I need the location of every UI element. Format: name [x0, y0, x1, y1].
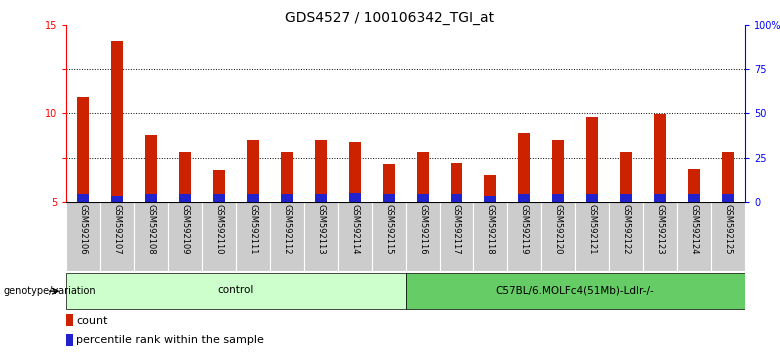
Bar: [406, 202, 440, 271]
Bar: [677, 202, 711, 271]
Text: control: control: [218, 285, 254, 295]
Bar: [654, 114, 666, 202]
Text: GSM592110: GSM592110: [215, 204, 224, 255]
Bar: [711, 202, 745, 271]
Bar: [371, 202, 406, 271]
Bar: [66, 202, 101, 271]
Text: GSM592115: GSM592115: [384, 204, 393, 255]
Bar: [145, 194, 157, 202]
Bar: [609, 202, 643, 271]
Bar: [112, 41, 123, 202]
Bar: [576, 202, 609, 271]
Text: count: count: [76, 316, 108, 326]
Bar: [281, 194, 292, 202]
Bar: [507, 202, 541, 271]
Text: GSM592121: GSM592121: [587, 204, 597, 255]
Bar: [383, 194, 395, 202]
Text: percentile rank within the sample: percentile rank within the sample: [76, 335, 264, 345]
Text: GSM592116: GSM592116: [418, 204, 427, 255]
Text: GDS4527 / 100106342_TGI_at: GDS4527 / 100106342_TGI_at: [285, 11, 495, 25]
Bar: [473, 202, 508, 271]
Bar: [66, 333, 73, 346]
Text: GSM592124: GSM592124: [690, 204, 699, 255]
Bar: [236, 202, 270, 271]
Bar: [66, 273, 406, 309]
Bar: [304, 202, 338, 271]
Text: GSM592107: GSM592107: [112, 204, 122, 255]
Text: GSM592109: GSM592109: [180, 204, 190, 255]
Bar: [688, 169, 700, 202]
Bar: [213, 194, 225, 202]
Bar: [451, 194, 463, 202]
Bar: [620, 152, 632, 202]
Text: GSM592112: GSM592112: [282, 204, 292, 255]
Bar: [247, 140, 259, 202]
Bar: [519, 194, 530, 202]
Bar: [213, 170, 225, 202]
Text: GSM592125: GSM592125: [723, 204, 732, 255]
Bar: [587, 194, 598, 202]
Bar: [722, 152, 734, 202]
Bar: [587, 117, 598, 202]
Bar: [349, 193, 360, 202]
Text: GSM592122: GSM592122: [622, 204, 631, 255]
Text: GSM592118: GSM592118: [486, 204, 495, 255]
Bar: [179, 152, 191, 202]
Bar: [77, 194, 89, 202]
Bar: [484, 196, 496, 202]
Bar: [179, 194, 191, 202]
Bar: [202, 202, 236, 271]
Bar: [315, 194, 327, 202]
Bar: [349, 142, 360, 202]
Bar: [338, 202, 372, 271]
Text: GSM592117: GSM592117: [452, 204, 461, 255]
Bar: [643, 202, 677, 271]
Bar: [77, 97, 89, 202]
Bar: [688, 194, 700, 202]
Bar: [281, 152, 292, 202]
Bar: [552, 140, 564, 202]
Bar: [406, 273, 745, 309]
Bar: [417, 152, 428, 202]
Bar: [620, 194, 632, 202]
Text: GSM592119: GSM592119: [519, 204, 529, 255]
Text: GSM592111: GSM592111: [248, 204, 257, 255]
Bar: [654, 194, 666, 202]
Text: GSM592123: GSM592123: [655, 204, 665, 255]
Bar: [519, 133, 530, 202]
Bar: [134, 202, 168, 271]
Bar: [383, 164, 395, 202]
Bar: [145, 135, 157, 202]
Bar: [168, 202, 202, 271]
Text: GSM592114: GSM592114: [350, 204, 360, 255]
Bar: [112, 195, 123, 202]
Bar: [417, 194, 428, 202]
Bar: [541, 202, 576, 271]
Bar: [451, 163, 463, 202]
Text: GSM592120: GSM592120: [554, 204, 563, 255]
Bar: [101, 202, 134, 271]
Text: genotype/variation: genotype/variation: [4, 286, 97, 296]
Bar: [247, 194, 259, 202]
Bar: [315, 140, 327, 202]
Bar: [484, 175, 496, 202]
Bar: [440, 202, 473, 271]
Text: GSM592106: GSM592106: [79, 204, 88, 255]
Text: GSM592113: GSM592113: [316, 204, 325, 255]
Bar: [552, 194, 564, 202]
Bar: [66, 314, 73, 326]
Bar: [722, 194, 734, 202]
Text: GSM592108: GSM592108: [147, 204, 156, 255]
Text: C57BL/6.MOLFc4(51Mb)-Ldlr-/-: C57BL/6.MOLFc4(51Mb)-Ldlr-/-: [496, 285, 654, 295]
Bar: [270, 202, 304, 271]
